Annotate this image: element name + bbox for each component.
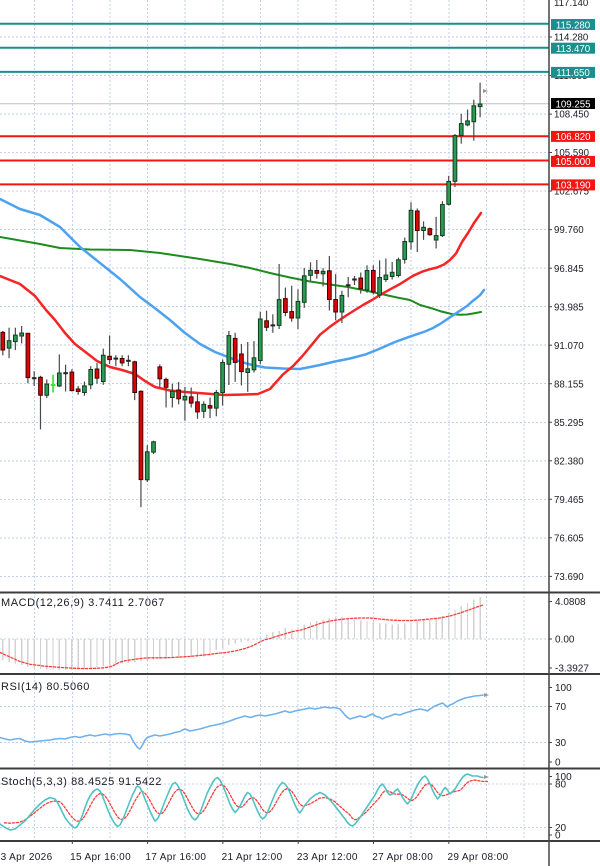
svg-text:102.675: 102.675 (554, 187, 589, 198)
svg-text:105.590: 105.590 (554, 148, 590, 159)
svg-text:106.820: 106.820 (555, 132, 591, 143)
svg-text:100: 100 (555, 772, 572, 783)
svg-text:76.605: 76.605 (554, 533, 584, 544)
svg-text:73.690: 73.690 (554, 572, 584, 583)
svg-text:15 Apr 16:00: 15 Apr 16:00 (70, 852, 131, 863)
svg-text:91.070: 91.070 (554, 341, 584, 352)
svg-text:0: 0 (555, 831, 561, 842)
svg-text:MACD(12,26,9) 3.7411 2.7067: MACD(12,26,9) 3.7411 2.7067 (1, 597, 165, 609)
svg-text:79.465: 79.465 (554, 495, 584, 506)
svg-text:23 Apr 12:00: 23 Apr 12:00 (297, 852, 358, 863)
svg-text:96.845: 96.845 (554, 264, 584, 275)
svg-text:103.190: 103.190 (555, 181, 591, 192)
svg-text:0.00: 0.00 (555, 635, 575, 646)
svg-text:Stoch(5,3,3) 88.4525 91.5422: Stoch(5,3,3) 88.4525 91.5422 (1, 776, 162, 788)
svg-text:93.985: 93.985 (554, 302, 584, 313)
svg-text:17 Apr 16:00: 17 Apr 16:00 (145, 852, 206, 863)
svg-text:13 Apr 2026: 13 Apr 2026 (0, 852, 53, 863)
svg-text:85.295: 85.295 (554, 418, 584, 429)
svg-text:82.380: 82.380 (554, 456, 584, 467)
svg-text:109.255: 109.255 (555, 99, 590, 110)
svg-text:70: 70 (555, 702, 567, 713)
svg-text:20: 20 (555, 823, 567, 834)
svg-text:29 Apr 08:00: 29 Apr 08:00 (448, 852, 509, 863)
svg-text:-3.3927: -3.3927 (555, 664, 589, 675)
svg-text:114.280: 114.280 (554, 33, 589, 44)
svg-text:115.280: 115.280 (556, 20, 591, 31)
svg-text:4.0808: 4.0808 (555, 597, 586, 608)
svg-text:RSI(14) 80.5060: RSI(14) 80.5060 (1, 681, 90, 693)
svg-text:111.650: 111.650 (556, 68, 590, 79)
svg-text:113.470: 113.470 (556, 44, 591, 55)
svg-text:88.155: 88.155 (554, 379, 584, 390)
svg-text:117.140: 117.140 (554, 0, 589, 9)
svg-text:105.000: 105.000 (555, 157, 591, 168)
svg-text:27 Apr 08:00: 27 Apr 08:00 (372, 852, 433, 863)
svg-text:30: 30 (555, 738, 567, 749)
svg-text:99.760: 99.760 (554, 225, 584, 236)
svg-text:21 Apr 12:00: 21 Apr 12:00 (222, 852, 283, 863)
svg-text:100: 100 (555, 683, 572, 694)
svg-text:0: 0 (555, 758, 561, 769)
svg-text:108.450: 108.450 (554, 110, 590, 121)
svg-text:80: 80 (555, 780, 567, 791)
